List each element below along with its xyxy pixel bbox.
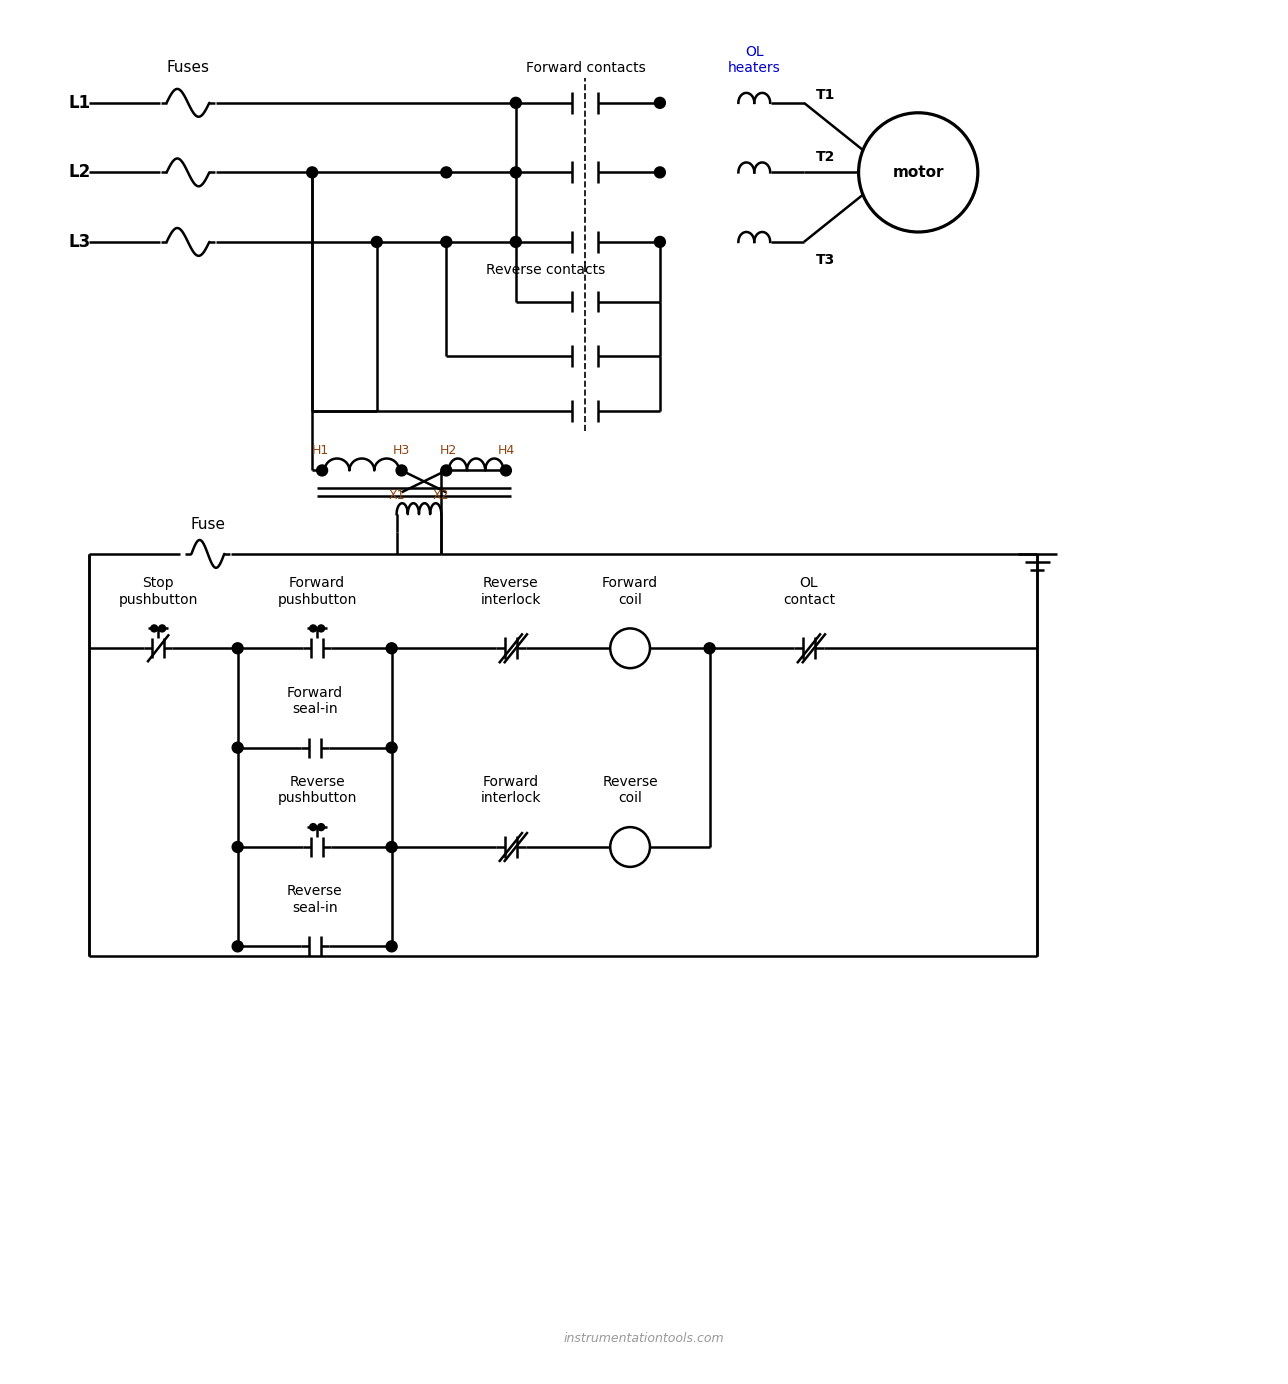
Text: Reverse
pushbutton: Reverse pushbutton	[277, 775, 357, 805]
Text: L2: L2	[68, 163, 91, 181]
Circle shape	[309, 823, 317, 830]
Circle shape	[232, 642, 243, 653]
Text: H2: H2	[439, 443, 457, 457]
Circle shape	[705, 642, 715, 653]
Circle shape	[158, 626, 166, 632]
Text: T1: T1	[815, 89, 835, 102]
Circle shape	[386, 941, 397, 952]
Text: X2: X2	[433, 489, 450, 502]
Text: Forward contacts: Forward contacts	[526, 61, 645, 75]
Text: Reverse
interlock: Reverse interlock	[480, 576, 541, 606]
Text: Forward
interlock: Forward interlock	[480, 775, 541, 805]
Circle shape	[510, 97, 522, 108]
Circle shape	[317, 465, 327, 476]
Text: L3: L3	[68, 233, 91, 251]
Circle shape	[510, 237, 522, 248]
Circle shape	[318, 626, 325, 632]
Text: OL
contact: OL contact	[783, 576, 835, 606]
Circle shape	[440, 237, 452, 248]
Circle shape	[232, 841, 243, 853]
Text: Stop
pushbutton: Stop pushbutton	[118, 576, 198, 606]
Circle shape	[307, 167, 318, 179]
Circle shape	[510, 167, 522, 179]
Text: Reverse contacts: Reverse contacts	[486, 263, 605, 277]
Text: Reverse
seal-in: Reverse seal-in	[287, 884, 343, 915]
Text: H4: H4	[497, 443, 514, 457]
Circle shape	[440, 465, 452, 476]
Circle shape	[386, 841, 397, 853]
Text: instrumentationtools.com: instrumentationtools.com	[564, 1331, 724, 1345]
Text: L1: L1	[68, 94, 91, 112]
Text: motor: motor	[893, 165, 944, 180]
Text: T3: T3	[815, 253, 835, 267]
Text: Forward
pushbutton: Forward pushbutton	[277, 576, 357, 606]
Circle shape	[654, 167, 666, 179]
Text: T2: T2	[815, 151, 835, 165]
Text: Forward
coil: Forward coil	[601, 576, 658, 606]
Circle shape	[386, 742, 397, 753]
Text: Forward
seal-in: Forward seal-in	[287, 685, 343, 716]
Circle shape	[654, 237, 666, 248]
Circle shape	[371, 237, 383, 248]
Circle shape	[654, 97, 666, 108]
Circle shape	[309, 626, 317, 632]
Circle shape	[151, 626, 157, 632]
Text: OL
heaters: OL heaters	[728, 44, 781, 75]
Text: Fuse: Fuse	[191, 518, 225, 531]
Text: Reverse
coil: Reverse coil	[603, 775, 658, 805]
Circle shape	[232, 742, 243, 753]
Circle shape	[501, 465, 511, 476]
Text: H3: H3	[393, 443, 410, 457]
Circle shape	[386, 642, 397, 653]
Circle shape	[318, 823, 325, 830]
Text: X1: X1	[389, 489, 404, 502]
Circle shape	[440, 167, 452, 179]
Circle shape	[232, 941, 243, 952]
Text: Fuses: Fuses	[166, 60, 210, 75]
Circle shape	[397, 465, 407, 476]
Text: H1: H1	[312, 443, 328, 457]
